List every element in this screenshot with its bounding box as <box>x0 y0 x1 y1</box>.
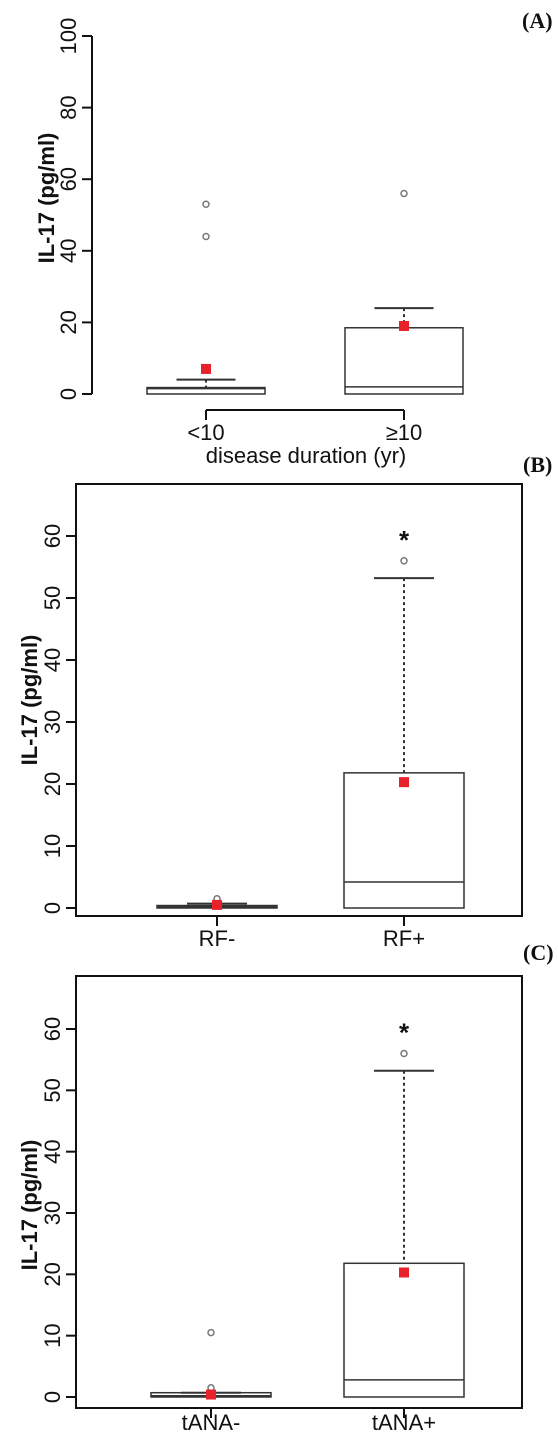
panel-c-label: (C) <box>523 940 554 965</box>
x-tick-label: RF+ <box>383 926 425 951</box>
y-tick-label: 20 <box>40 772 65 796</box>
y-tick-label: 0 <box>40 1391 65 1403</box>
y-tick-label: 60 <box>40 524 65 548</box>
panel-c-chart: (C) IL-17 (pg/ml) 0 10 20 30 40 50 60 tANA-tANA… <box>17 940 554 1433</box>
y-tick-label: 50 <box>40 1078 65 1102</box>
y-tick-label: 80 <box>56 95 81 119</box>
y-tick-label: 30 <box>40 1201 65 1225</box>
x-tick-label: <10 <box>187 420 224 445</box>
mean-marker <box>399 320 409 331</box>
x-tick-label: ≥10 <box>386 420 423 445</box>
outlier-point <box>207 1328 215 1337</box>
box-group <box>344 189 464 395</box>
y-tick-label: 0 <box>56 388 81 400</box>
box-group <box>150 1328 272 1400</box>
y-tick-label: 30 <box>40 710 65 734</box>
panel-a-chart: (A) IL-17 (pg/ml) disease duration (yr) … <box>34 8 553 468</box>
significance-mark: * <box>399 1018 410 1048</box>
y-tick-label: 20 <box>56 310 81 334</box>
mean-marker <box>399 1267 409 1278</box>
plot-frame <box>75 483 523 917</box>
x-tick-label: tANA- <box>182 1410 241 1433</box>
panel-a-y-axis-title: IL-17 (pg/ml) <box>34 133 59 264</box>
y-tick-label: 100 <box>56 18 81 55</box>
box <box>146 386 266 395</box>
y-tick-label: 40 <box>40 1139 65 1163</box>
panel-b-label: (B) <box>523 452 552 477</box>
panel-c-y-axis-title: IL-17 (pg/ml) <box>17 1140 42 1271</box>
outlier-point <box>202 232 210 241</box>
outlier-point <box>400 1049 408 1058</box>
x-tick-label: RF- <box>199 926 236 951</box>
box-group <box>146 200 266 395</box>
y-tick-label: 40 <box>40 648 65 672</box>
box-group: * <box>343 1018 465 1398</box>
plot-frame <box>75 975 523 1409</box>
panel-a-label: (A) <box>522 8 553 33</box>
mean-marker <box>206 1389 216 1400</box>
panel-b-y-axis-title: IL-17 (pg/ml) <box>17 635 42 766</box>
y-tick-label: 10 <box>40 834 65 858</box>
y-tick-label: 40 <box>56 239 81 263</box>
y-tick-label: 50 <box>40 586 65 610</box>
outlier-point <box>400 557 408 565</box>
y-tick-label: 0 <box>40 902 65 914</box>
x-tick-label: tANA+ <box>372 1410 436 1433</box>
significance-mark: * <box>399 525 410 555</box>
mean-marker <box>212 899 222 910</box>
panel-b-chart: (B) IL-17 (pg/ml) 0 10 20 30 40 50 60 RF- RF+ * <box>17 452 552 951</box>
box <box>343 1262 465 1398</box>
y-tick-label: 60 <box>40 1017 65 1041</box>
box <box>344 327 464 395</box>
panel-a-x-axis-title: disease duration (yr) <box>206 443 407 468</box>
outlier-point <box>202 200 210 209</box>
box <box>343 772 465 909</box>
box-group <box>156 894 278 910</box>
outlier-point <box>400 189 408 198</box>
mean-marker <box>201 363 211 374</box>
y-tick-label: 20 <box>40 1262 65 1286</box>
y-tick-label: 60 <box>56 167 81 191</box>
mean-marker <box>399 777 409 788</box>
box-group: * <box>343 525 465 909</box>
y-tick-label: 10 <box>40 1323 65 1347</box>
